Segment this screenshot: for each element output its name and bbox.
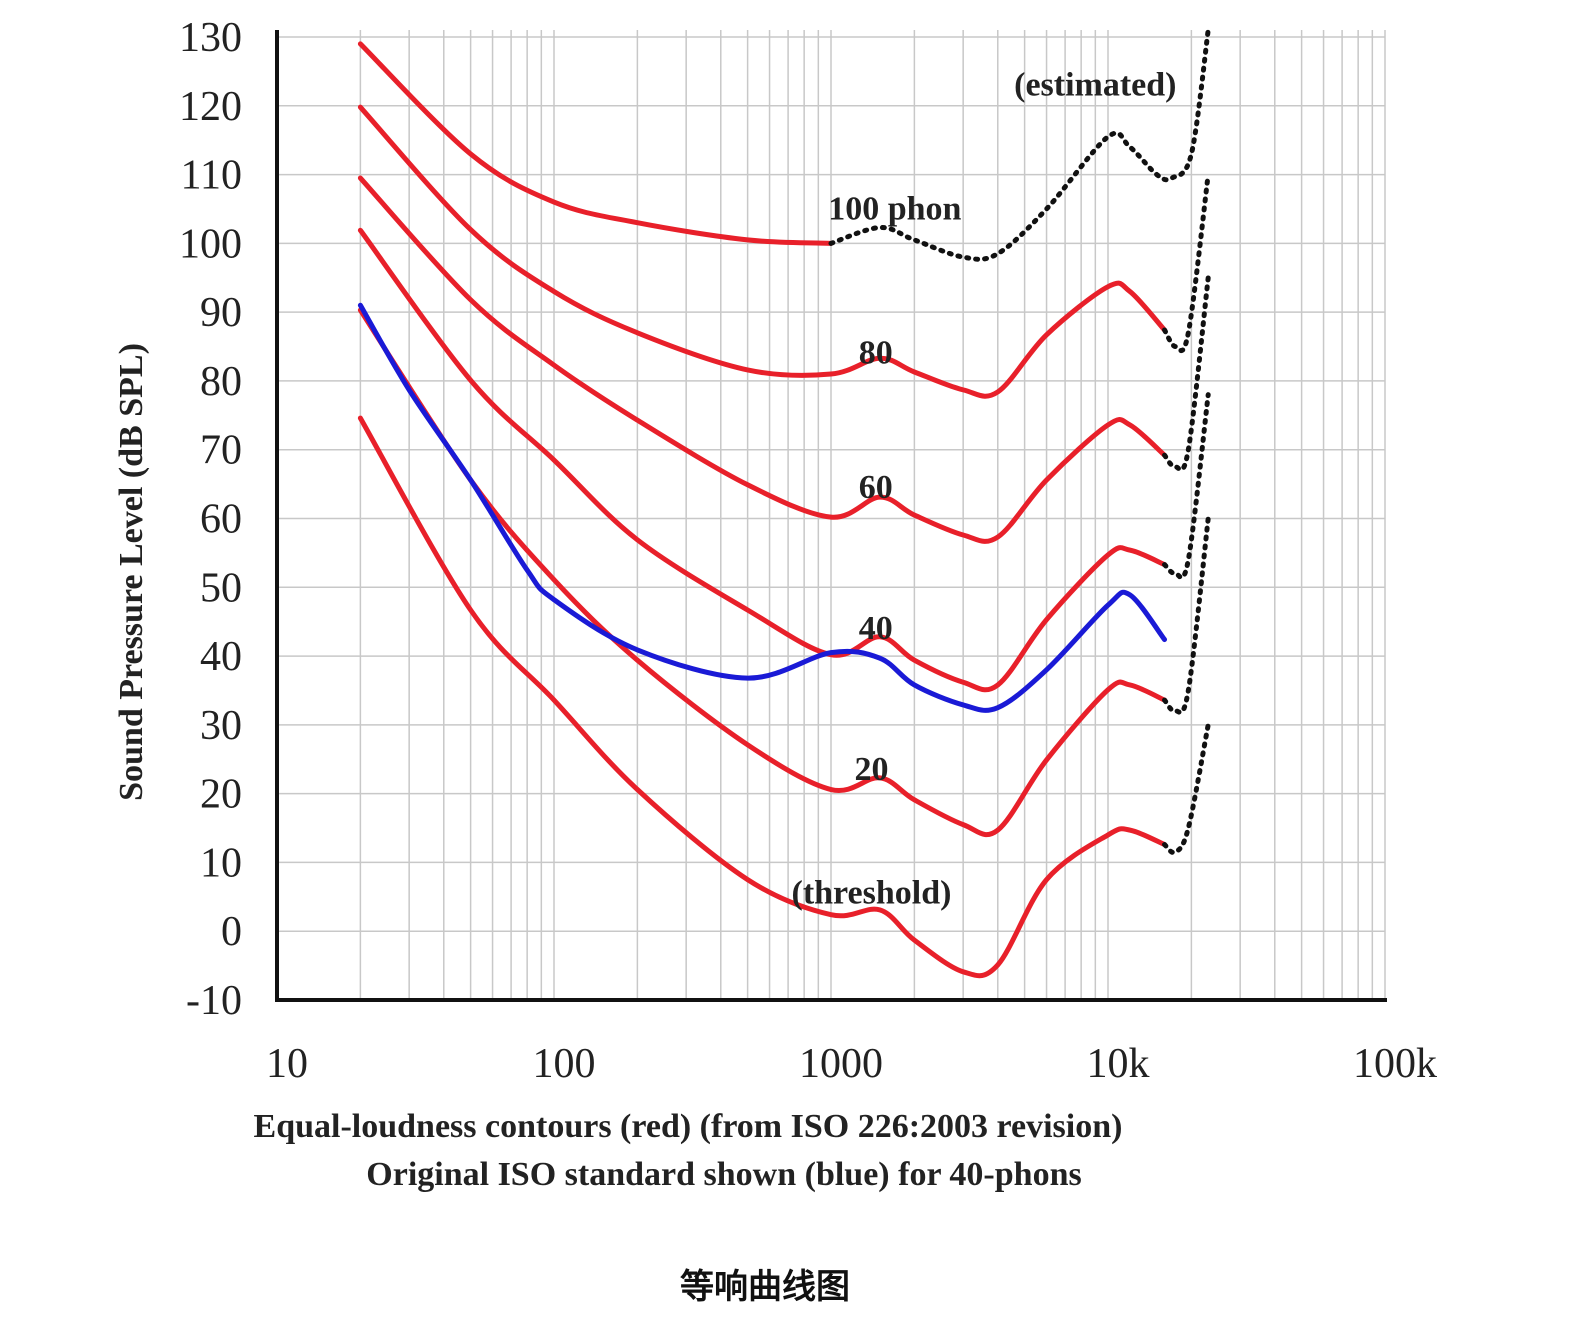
y-tick-label: 130: [179, 15, 242, 61]
series-line-60-phon: [357, 175, 1168, 544]
y-tick-label: 100: [179, 221, 242, 267]
series-line-20-phon-estimated: [1162, 516, 1211, 715]
y-tick-label: 40: [200, 634, 242, 680]
series-line-40-phon-estimated: [1162, 392, 1211, 581]
series-line-40-phon-original-iso: [357, 302, 1168, 713]
x-tick-label: 10: [266, 1041, 308, 1087]
y-tick-label: -10: [186, 978, 242, 1024]
series-line-80-phon-estimated: [1162, 172, 1211, 354]
x-tick-label: 1000: [799, 1041, 883, 1087]
y-tick-label: 50: [200, 565, 242, 611]
y-tick-label: 60: [200, 497, 242, 543]
series-line-threshold: [357, 415, 1168, 979]
annotation-label: 100 phon: [828, 190, 961, 227]
y-tick-label: 70: [200, 428, 242, 474]
annotation-label: (estimated): [1014, 66, 1176, 103]
y-tick-label: 0: [221, 909, 242, 955]
annotation-label: 60: [859, 469, 893, 506]
caption-line-1: Equal-loudness contours (red) (from ISO …: [254, 1108, 1123, 1145]
axes: [275, 30, 1387, 1002]
x-tick-labels: 10 100 1000 10k 100k: [266, 1041, 1437, 1087]
annotation-label: (threshold): [792, 875, 952, 912]
y-tick-label: 90: [200, 290, 242, 336]
x-tick-label: 10k: [1087, 1041, 1150, 1087]
figure-title: 等响曲线图: [680, 1267, 850, 1307]
y-tick-label: 110: [181, 153, 242, 199]
series-line-100-phon: [357, 41, 834, 246]
y-tick-label: 120: [179, 84, 242, 130]
y-tick-label: 80: [200, 359, 242, 405]
y-tick-label: 20: [200, 772, 242, 818]
y-axis-label: Sound Pressure Level (dB SPL): [113, 343, 150, 801]
y-tick-label: 30: [200, 703, 242, 749]
series-line-60-phon-estimated: [1162, 275, 1211, 473]
annotation-label: 40: [859, 610, 893, 647]
x-tick-label: 100k: [1353, 1041, 1437, 1087]
series-line-40-phon: [357, 227, 1168, 693]
caption-line-2: Original ISO standard shown (blue) for 4…: [366, 1156, 1081, 1193]
annotation-label: 20: [854, 751, 888, 788]
x-tick-label: 100: [533, 1041, 596, 1087]
series-line-20-phon: [357, 307, 1168, 837]
y-tick-label: 10: [200, 840, 242, 886]
annotations: (estimated) 100 phon 80 60 40 20 (threshold): [792, 66, 1177, 911]
series-group: [357, 27, 1211, 979]
series-line-threshold-estimated: [1162, 722, 1211, 856]
series-line-80-phon: [357, 104, 1168, 399]
series-line-100-phon-estimated: [828, 27, 1211, 262]
annotation-label: 80: [859, 335, 893, 372]
